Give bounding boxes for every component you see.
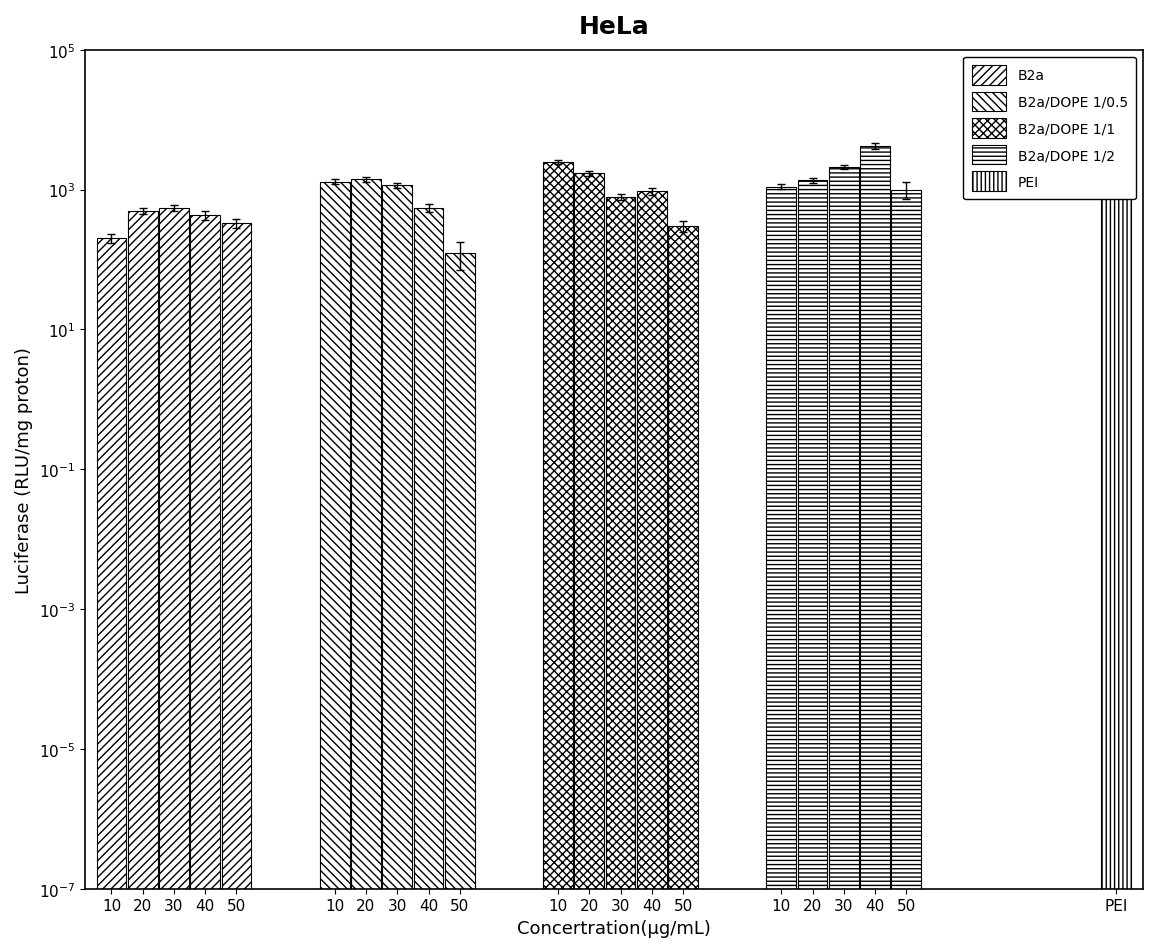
Bar <box>829 168 858 952</box>
Legend: B2a, B2a/DOPE 1/0.5, B2a/DOPE 1/1, B2a/DOPE 1/2, PEI: B2a, B2a/DOPE 1/0.5, B2a/DOPE 1/1, B2a/D… <box>963 57 1136 200</box>
Bar <box>860 147 889 952</box>
Bar <box>382 186 412 952</box>
Bar <box>190 216 220 952</box>
Bar <box>127 211 157 952</box>
Bar <box>221 224 251 952</box>
Bar <box>798 181 828 952</box>
Bar <box>96 239 126 952</box>
Bar <box>606 198 636 952</box>
Bar <box>668 227 698 952</box>
Bar <box>320 183 350 952</box>
Bar <box>637 192 667 952</box>
Bar <box>767 188 797 952</box>
Bar <box>445 253 475 952</box>
Bar <box>413 208 444 952</box>
Bar <box>892 190 921 952</box>
Bar <box>543 163 573 952</box>
Bar <box>574 174 604 952</box>
Y-axis label: Luciferase (RLU/mg proton): Luciferase (RLU/mg proton) <box>15 347 32 593</box>
Bar <box>1101 112 1131 952</box>
X-axis label: Concertration(μg/mL): Concertration(μg/mL) <box>516 919 711 937</box>
Bar <box>351 180 381 952</box>
Bar <box>159 208 189 952</box>
Title: HeLa: HeLa <box>579 15 650 39</box>
